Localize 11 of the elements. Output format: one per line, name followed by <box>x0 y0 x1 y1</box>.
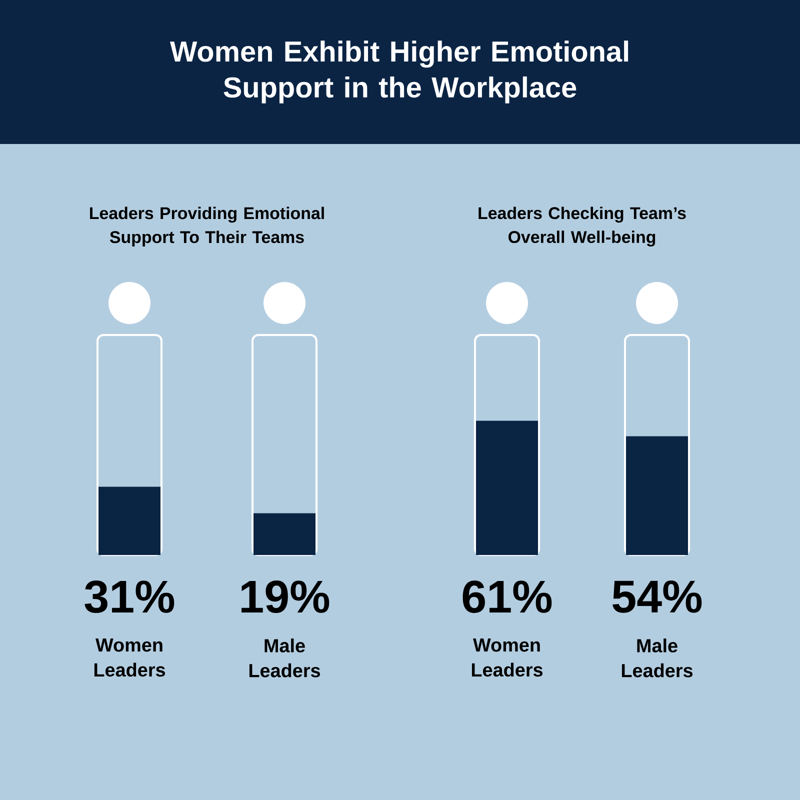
data-label: 54% <box>612 580 702 613</box>
x-tick-label: Male Leaders <box>249 638 320 678</box>
x-tick-label: Women Leaders <box>472 638 543 677</box>
data-label: 61% <box>462 580 552 613</box>
chart-subtitle: Leaders Checking Team’s Overall Well-being <box>478 206 686 246</box>
chart-subtitle: Leaders Providing Emotional Support To Their Teams <box>90 206 324 246</box>
data-label: 31% <box>84 580 174 614</box>
x-tick-label: Women Leaders <box>94 638 166 677</box>
x-tick-label: Male Leaders <box>622 638 693 678</box>
chart-title: Women Exhibit Higher Emotional Support in the Workplace <box>170 40 628 104</box>
data-label: 19% <box>242 580 330 613</box>
